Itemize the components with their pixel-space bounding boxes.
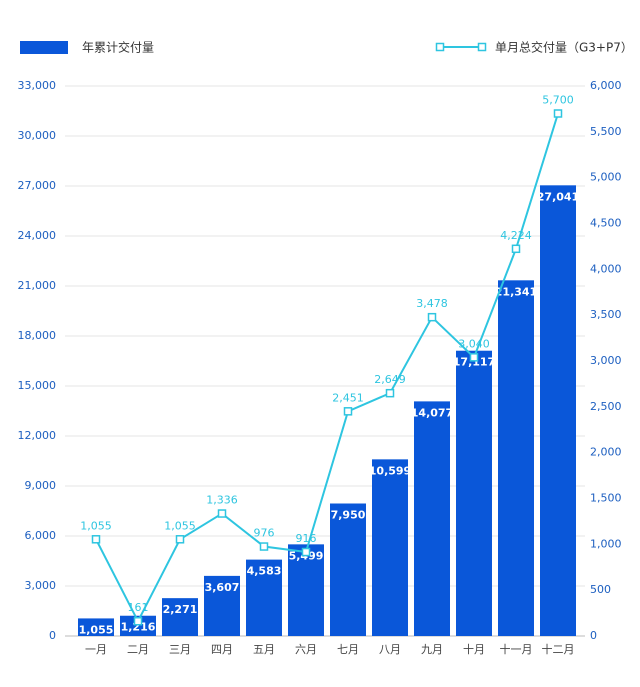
y2-tick-label: 4,500 bbox=[590, 217, 622, 230]
line-marker bbox=[217, 509, 227, 518]
line-marker bbox=[259, 542, 269, 551]
y2-tick-label: 0 bbox=[590, 629, 597, 642]
line-value-label: 4,224 bbox=[500, 229, 532, 242]
bar bbox=[372, 459, 408, 636]
x-tick-label: 三月 bbox=[169, 643, 191, 656]
line-value-label: 2,649 bbox=[374, 373, 406, 386]
line bbox=[95, 113, 559, 624]
legend-swatch bbox=[20, 41, 68, 54]
legend-label: 年累计交付量 bbox=[82, 40, 154, 55]
x-tick-label: 十月 bbox=[463, 642, 485, 656]
bar-value-label: 1,055 bbox=[79, 623, 114, 636]
y2-tick-label: 3,500 bbox=[590, 308, 622, 321]
y2-tick-label: 500 bbox=[590, 583, 611, 596]
bar bbox=[204, 575, 240, 636]
line-value-label: 2,451 bbox=[332, 391, 364, 404]
line-value-label: 161 bbox=[128, 601, 149, 614]
bar-value-label: 21,341 bbox=[495, 285, 537, 298]
legend-swatch bbox=[435, 42, 445, 52]
y2-tick-label: 2,000 bbox=[590, 446, 622, 459]
bar bbox=[162, 598, 198, 636]
line-marker bbox=[511, 244, 521, 254]
line-value-label: 3,040 bbox=[458, 337, 490, 350]
bar-value-label: 17,117 bbox=[453, 356, 495, 369]
bar bbox=[456, 350, 492, 636]
bar bbox=[78, 618, 114, 636]
line-value-label: 1,055 bbox=[164, 519, 196, 532]
bar-value-label: 10,599 bbox=[369, 464, 411, 477]
y-tick-label: 18,000 bbox=[18, 329, 57, 342]
bar-value-label: 14,077 bbox=[411, 406, 453, 419]
line-marker bbox=[175, 535, 185, 544]
y2-tick-label: 3,000 bbox=[590, 354, 622, 367]
y2-tick-label: 2,500 bbox=[590, 400, 622, 413]
line-value-label: 916 bbox=[296, 532, 317, 545]
legend-label: 单月总交付量（G3+P7） bbox=[495, 40, 633, 55]
y2-tick-label: 4,000 bbox=[590, 262, 622, 275]
bar bbox=[498, 280, 534, 636]
line-marker bbox=[385, 388, 395, 398]
y-tick-label: 9,000 bbox=[25, 479, 57, 492]
line-marker bbox=[91, 535, 101, 544]
bar-value-label: 2,271 bbox=[163, 603, 198, 616]
y-tick-label: 12,000 bbox=[18, 429, 57, 442]
y-tick-label: 24,000 bbox=[18, 229, 57, 242]
x-tick-label: 十二月 bbox=[542, 642, 575, 656]
bar bbox=[288, 544, 324, 636]
bar-value-label: 4,583 bbox=[247, 565, 282, 578]
x-tick-label: 十一月 bbox=[500, 642, 533, 656]
y-tick-label: 33,000 bbox=[18, 79, 57, 92]
x-tick-label: 一月 bbox=[85, 643, 107, 656]
bar bbox=[246, 559, 282, 636]
line-marker bbox=[469, 353, 479, 362]
line-marker bbox=[301, 547, 311, 557]
bar bbox=[540, 185, 576, 637]
x-tick-label: 二月 bbox=[127, 643, 149, 656]
line-value-label: 976 bbox=[254, 527, 275, 540]
y2-tick-label: 1,000 bbox=[590, 537, 622, 550]
x-tick-label: 五月 bbox=[253, 643, 275, 656]
y-tick-label: 3,000 bbox=[25, 579, 57, 592]
legend-swatch bbox=[477, 42, 487, 52]
line-marker bbox=[427, 312, 437, 322]
line-value-label: 5,700 bbox=[542, 94, 574, 107]
y-tick-label: 30,000 bbox=[18, 129, 57, 142]
y-tick-label: 0 bbox=[49, 629, 56, 642]
y2-tick-label: 5,000 bbox=[590, 171, 622, 184]
y2-tick-label: 1,500 bbox=[590, 492, 622, 505]
x-tick-label: 七月 bbox=[337, 643, 359, 656]
bar bbox=[414, 401, 450, 636]
bar-value-label: 1,216 bbox=[121, 621, 156, 634]
line-value-label: 1,336 bbox=[206, 494, 238, 507]
y2-tick-label: 5,500 bbox=[590, 125, 622, 138]
line-value-label: 3,478 bbox=[416, 297, 448, 310]
bar bbox=[330, 503, 366, 636]
bar-value-label: 3,607 bbox=[205, 581, 240, 594]
y-tick-label: 27,000 bbox=[18, 179, 57, 192]
x-tick-label: 四月 bbox=[211, 643, 233, 656]
line-value-label: 1,055 bbox=[80, 519, 112, 532]
line-marker bbox=[553, 109, 563, 118]
x-tick-label: 六月 bbox=[295, 643, 317, 656]
y-tick-label: 21,000 bbox=[18, 279, 57, 292]
y-tick-label: 6,000 bbox=[25, 529, 57, 542]
x-tick-label: 八月 bbox=[379, 643, 401, 656]
y2-tick-label: 6,000 bbox=[590, 79, 622, 92]
line-marker bbox=[133, 616, 143, 626]
bar-value-label: 27,041 bbox=[537, 190, 579, 203]
bar bbox=[120, 615, 156, 636]
y-tick-label: 15,000 bbox=[18, 379, 57, 392]
line-marker bbox=[343, 407, 353, 416]
bar-value-label: 7,950 bbox=[331, 509, 366, 522]
x-tick-label: 九月 bbox=[421, 643, 443, 656]
